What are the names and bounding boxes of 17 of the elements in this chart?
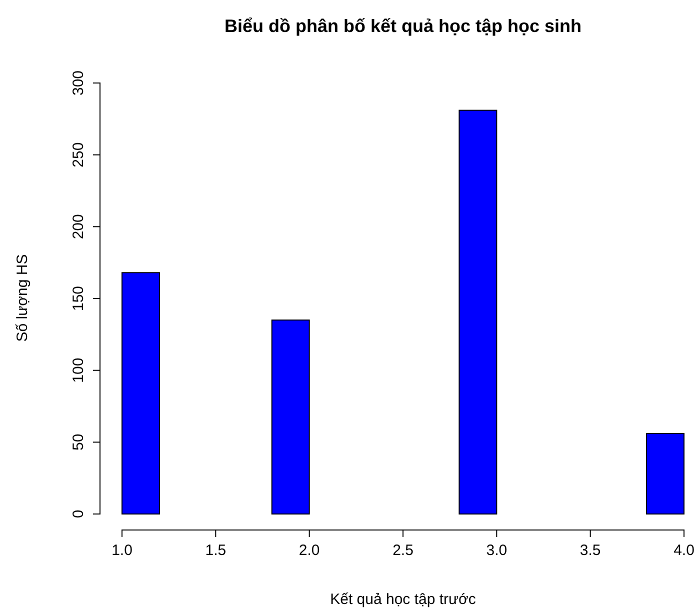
y-tick-label: 100 xyxy=(70,358,87,383)
y-tick-label: 50 xyxy=(70,434,87,451)
y-tick-label: 150 xyxy=(70,286,87,312)
x-tick-label: 2.0 xyxy=(298,542,320,559)
x-tick-label: 2.5 xyxy=(392,542,414,559)
y-tick-label: 0 xyxy=(70,510,87,518)
x-tick-label: 3.5 xyxy=(580,542,601,559)
x-tick-label: 3.0 xyxy=(486,542,508,559)
y-tick-label: 300 xyxy=(70,70,87,96)
x-tick-label: 1.0 xyxy=(112,542,132,559)
x-axis-title: Kết quả học tập trước xyxy=(330,591,476,608)
x-tick-label: 4.0 xyxy=(674,542,694,559)
x-tick-label: 1.5 xyxy=(205,542,226,559)
y-tick-label: 200 xyxy=(70,214,87,240)
y-tick-label: 250 xyxy=(70,142,87,168)
chart-title: Biểu dồ phân bố kết quả học tập học sinh xyxy=(224,16,582,36)
y-axis-title: Số lượng HS xyxy=(14,254,31,342)
